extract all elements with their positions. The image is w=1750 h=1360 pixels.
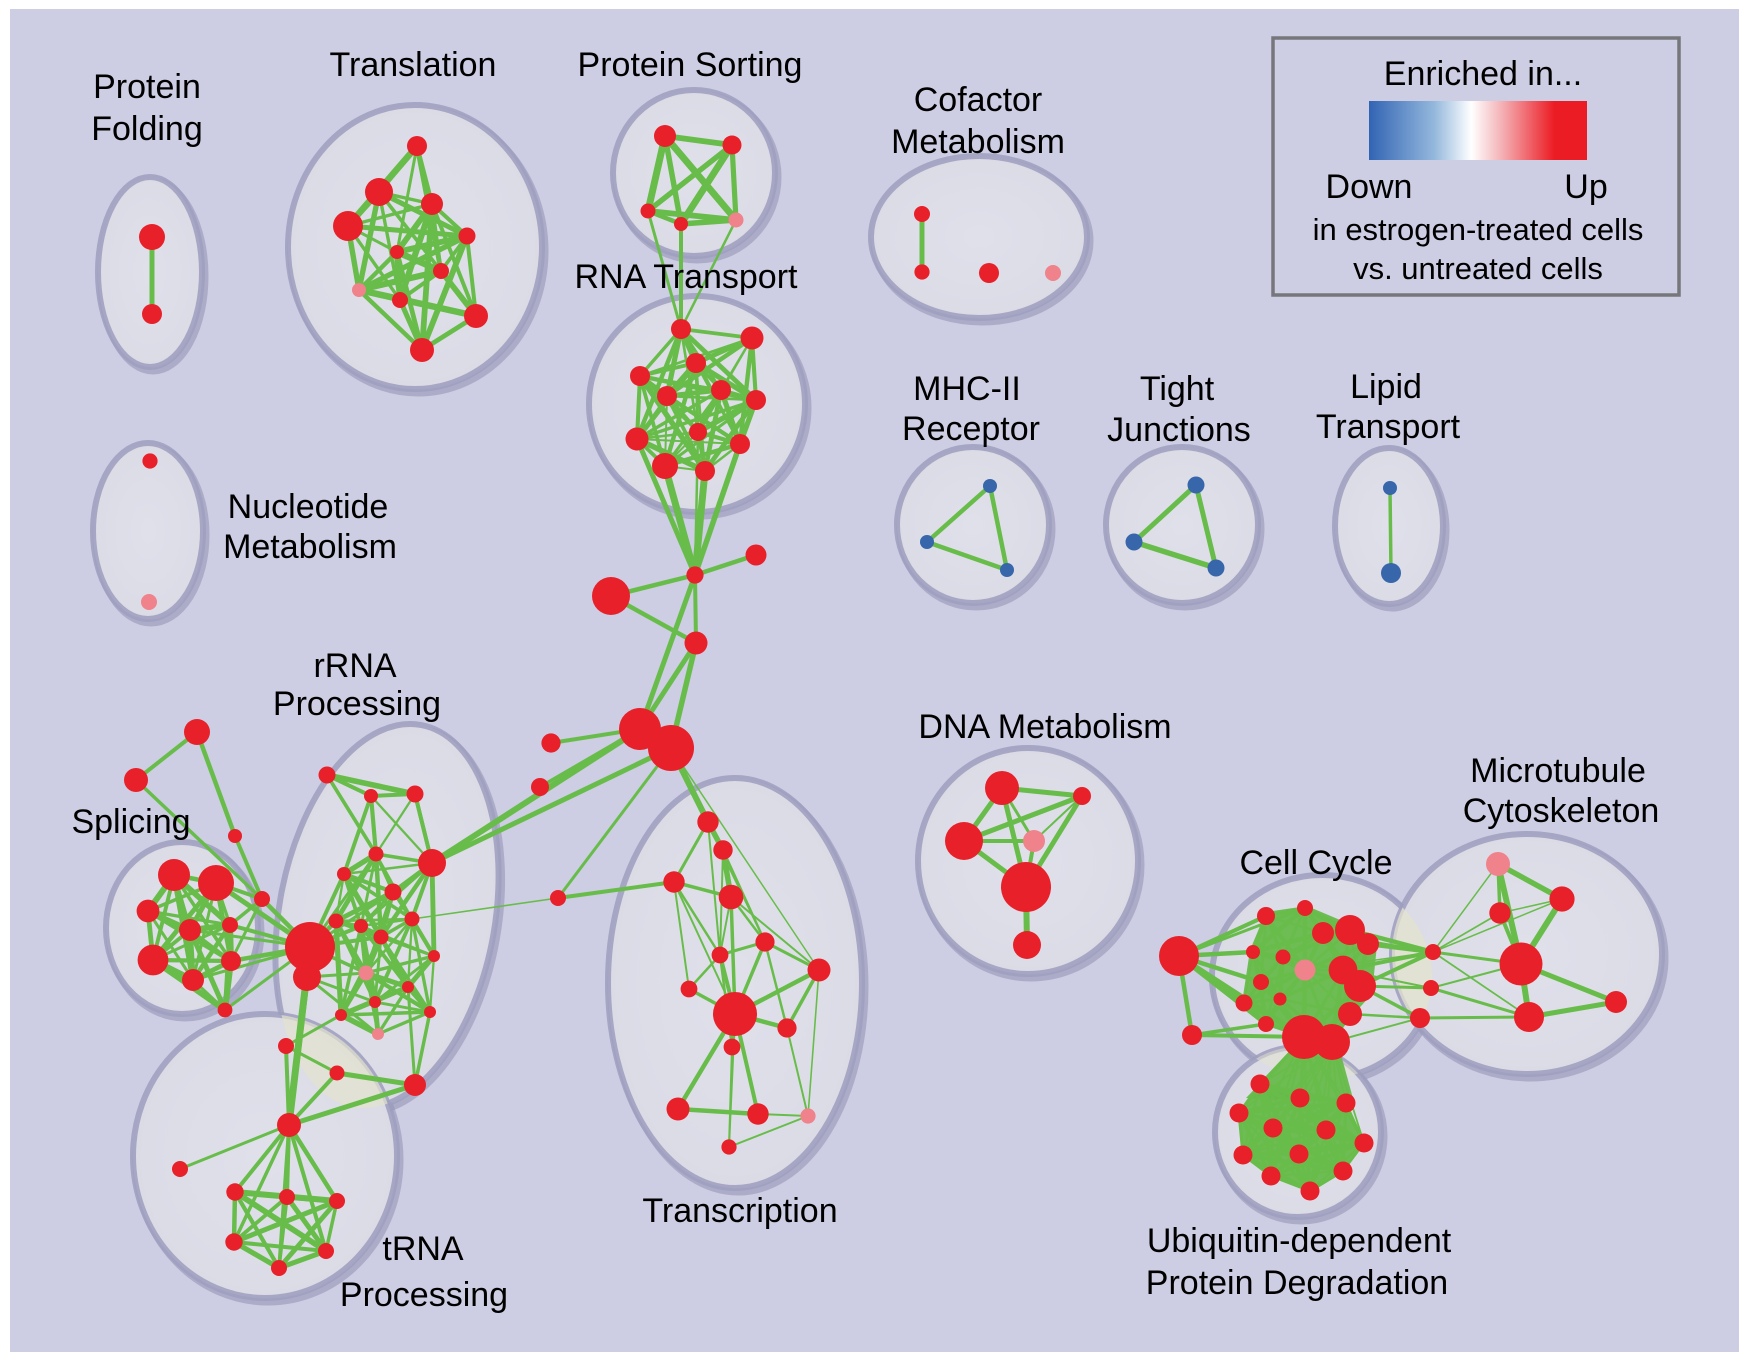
svg-text:Processing: Processing: [340, 1276, 508, 1314]
svg-text:Folding: Folding: [91, 110, 203, 148]
svg-text:Transcription: Transcription: [642, 1192, 837, 1230]
svg-text:RNA Transport: RNA Transport: [575, 258, 799, 296]
svg-text:Junctions: Junctions: [1107, 411, 1251, 449]
svg-text:Cofactor: Cofactor: [914, 81, 1043, 119]
svg-text:Enriched in...: Enriched in...: [1384, 55, 1582, 93]
svg-text:Splicing: Splicing: [71, 803, 190, 841]
svg-text:Metabolism: Metabolism: [223, 528, 397, 566]
svg-text:Ubiquitin-dependent: Ubiquitin-dependent: [1147, 1222, 1452, 1260]
svg-text:Up: Up: [1564, 168, 1607, 206]
svg-text:Transport: Transport: [1316, 408, 1461, 446]
svg-text:Lipid: Lipid: [1350, 368, 1422, 406]
svg-text:Protein Degradation: Protein Degradation: [1146, 1264, 1448, 1302]
svg-text:DNA Metabolism: DNA Metabolism: [918, 708, 1171, 746]
svg-text:Tight: Tight: [1140, 370, 1215, 408]
svg-text:Protein: Protein: [93, 68, 201, 106]
svg-text:Microtubule: Microtubule: [1470, 752, 1646, 790]
svg-text:Metabolism: Metabolism: [891, 123, 1065, 161]
svg-text:tRNA: tRNA: [382, 1230, 464, 1268]
svg-text:vs. untreated cells: vs. untreated cells: [1353, 251, 1603, 286]
svg-text:Translation: Translation: [330, 46, 497, 84]
svg-text:Down: Down: [1326, 168, 1413, 206]
svg-text:in estrogen-treated cells: in estrogen-treated cells: [1313, 212, 1644, 247]
svg-text:Receptor: Receptor: [902, 410, 1040, 448]
svg-text:Cytoskeleton: Cytoskeleton: [1463, 792, 1660, 830]
svg-text:MHC-II: MHC-II: [913, 370, 1021, 408]
svg-text:rRNA: rRNA: [313, 647, 396, 685]
svg-text:Cell Cycle: Cell Cycle: [1239, 844, 1392, 882]
svg-text:Processing: Processing: [273, 685, 441, 723]
svg-text:Nucleotide: Nucleotide: [228, 488, 389, 526]
svg-text:Protein Sorting: Protein Sorting: [578, 46, 803, 84]
